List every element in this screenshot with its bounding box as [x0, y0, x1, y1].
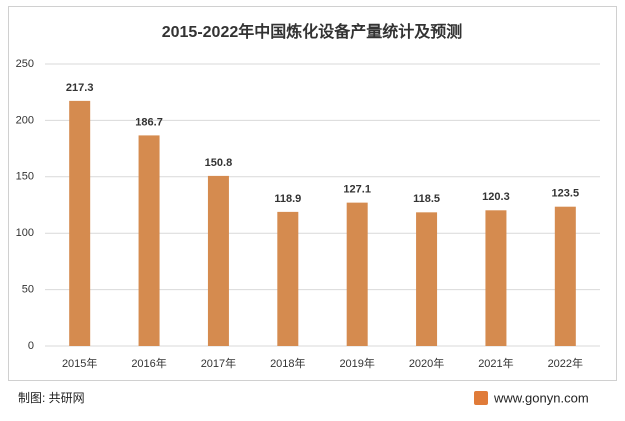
value-label: 118.5 [413, 193, 440, 205]
value-label: 127.1 [343, 184, 371, 196]
bar [138, 135, 160, 346]
value-label: 123.5 [552, 188, 580, 200]
bar [69, 100, 91, 347]
bar [277, 211, 299, 346]
x-tick-label: 2020年 [409, 356, 444, 370]
value-label: 217.3 [66, 82, 94, 94]
x-tick-label: 2016年 [131, 356, 166, 370]
bar [485, 210, 507, 346]
value-label: 186.7 [135, 116, 163, 128]
y-tick-label: 50 [22, 284, 34, 296]
chart-border [8, 6, 617, 381]
x-tick-label: 2017年 [201, 356, 236, 370]
chart-title: 2015-2022年中国炼化设备产量统计及预测 [162, 22, 463, 41]
website: www.gonyn.com [493, 390, 589, 405]
source: 制图: 共研网 [18, 391, 85, 405]
bar [554, 206, 576, 346]
value-label: 118.9 [274, 193, 301, 205]
y-tick-label: 100 [16, 227, 34, 239]
y-tick-label: 250 [16, 58, 34, 70]
bar [416, 212, 438, 346]
y-tick-label: 200 [16, 114, 34, 126]
bar [207, 175, 229, 346]
x-tick-label: 2022年 [548, 356, 583, 370]
y-tick-label: 0 [28, 340, 34, 352]
value-label: 120.3 [482, 191, 510, 203]
bar [346, 202, 368, 346]
value-label: 150.8 [205, 157, 233, 169]
x-tick-label: 2019年 [339, 356, 374, 370]
logo-icon [474, 391, 488, 405]
y-tick-label: 150 [16, 171, 34, 183]
x-tick-label: 2021年 [478, 356, 513, 370]
x-tick-label: 2015年 [62, 356, 97, 370]
x-tick-label: 2018年 [270, 356, 305, 370]
